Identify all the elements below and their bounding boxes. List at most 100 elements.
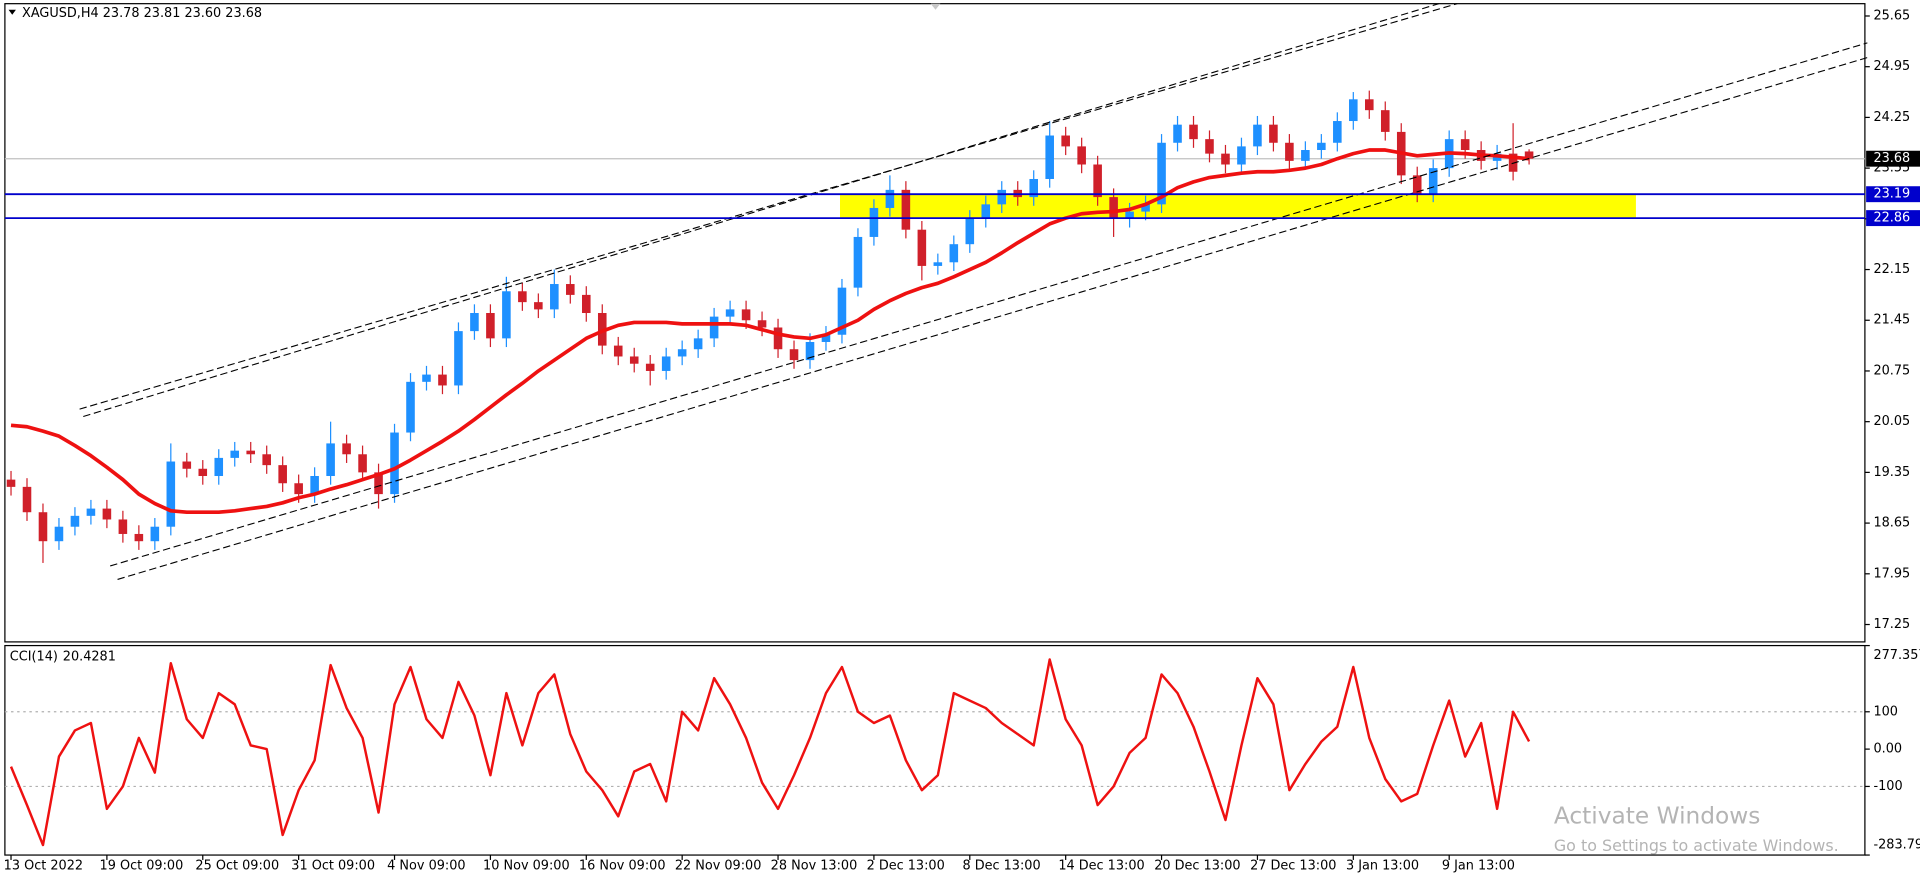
candle-body	[965, 218, 975, 245]
candle-body	[86, 508, 96, 516]
x-tick-label: 28 Nov 13:00	[771, 859, 858, 874]
candle-body	[1109, 197, 1118, 219]
channel-line	[79, 3, 1458, 410]
y-tick-label: 24.25	[1873, 110, 1910, 125]
candle-body	[1093, 164, 1102, 198]
channel-line	[83, 3, 1439, 418]
candle-body	[1173, 124, 1182, 143]
level-label: 22.86	[1873, 211, 1910, 226]
candle-body	[70, 515, 80, 527]
candle-body	[326, 443, 335, 477]
x-tick-label: 3 Jan 13:00	[1346, 859, 1419, 874]
candle-body	[534, 302, 543, 310]
candle-body	[182, 461, 192, 469]
channel-line	[117, 57, 1868, 580]
y-tick-label: 20.75	[1873, 363, 1910, 378]
candle-body	[821, 334, 831, 342]
candle-body	[1253, 124, 1262, 147]
y-tick-label: 17.95	[1873, 566, 1910, 581]
support-zone	[840, 194, 1636, 219]
candle-body	[1029, 178, 1038, 198]
candle-body	[1077, 146, 1086, 165]
candle-body	[582, 294, 591, 314]
candle-body	[102, 508, 112, 520]
cci-frame	[4, 644, 1866, 856]
candle-body	[693, 338, 703, 350]
candle-body	[709, 316, 719, 339]
candle-body	[1141, 204, 1150, 212]
candle-body	[150, 526, 160, 542]
candle-body	[262, 454, 271, 466]
x-tick-label: 20 Dec 13:00	[1154, 859, 1240, 874]
candle-body	[1269, 124, 1278, 143]
candle-body	[805, 341, 815, 361]
watermark-subtitle: Go to Settings to activate Windows.	[1554, 836, 1839, 855]
last-price-tag	[1866, 150, 1920, 167]
candle-body	[1157, 142, 1166, 205]
candle-body	[1285, 142, 1294, 161]
x-tick-label: 16 Nov 09:00	[579, 859, 666, 874]
candle-body	[502, 291, 511, 339]
candle-body	[278, 465, 287, 484]
top-layer: 23.68 23.19 22.86	[4, 150, 1920, 227]
candle-body	[294, 483, 303, 495]
y-tick-label: 21.45	[1873, 313, 1910, 328]
y-tick-label: -100	[1873, 779, 1902, 794]
candle-body	[1125, 211, 1134, 219]
y-tick-label: 20.05	[1873, 414, 1910, 429]
candle-body	[1045, 135, 1054, 179]
candle-body	[246, 450, 255, 455]
candle-body	[1412, 175, 1422, 194]
candle-body	[1061, 135, 1070, 147]
candle-body	[406, 381, 415, 433]
candle-body	[853, 236, 863, 288]
candle-body	[1317, 142, 1326, 151]
channel-line	[110, 42, 1868, 567]
candle-body	[1301, 150, 1310, 161]
x-tick-label: 22 Nov 09:00	[675, 859, 762, 874]
x-tick-label: 8 Dec 13:00	[962, 859, 1040, 874]
candle-body	[997, 189, 1007, 205]
candle-body	[741, 309, 751, 321]
y-tick-label: 22.15	[1873, 262, 1910, 277]
x-tick-label: 19 Oct 09:00	[100, 859, 184, 874]
candle-body	[725, 309, 735, 317]
indicator-header: CCI(14) 20.4281	[10, 649, 116, 664]
candle-body	[981, 204, 991, 219]
candle-body	[550, 284, 559, 310]
candle-body	[566, 284, 575, 295]
cci-line	[9, 658, 1531, 847]
candle-body	[789, 349, 799, 361]
y-tick-label: 18.65	[1873, 516, 1910, 531]
candle-body	[374, 472, 383, 495]
candle-body	[310, 476, 319, 495]
level-tag	[1866, 210, 1920, 227]
candle-body	[901, 189, 911, 230]
indicator-name: CCI(14)	[10, 649, 58, 664]
candle-body	[1221, 153, 1230, 165]
candle-body	[1428, 168, 1438, 194]
zone-layer	[840, 194, 1636, 219]
candle-body	[613, 345, 623, 357]
candle-body	[54, 526, 64, 542]
candle-body	[869, 207, 879, 237]
candle-body	[438, 374, 447, 386]
shift-marker	[930, 3, 941, 10]
header-arrow	[8, 9, 16, 15]
y-tick-label: 25.65	[1873, 8, 1910, 23]
y-tick-label: -283.796	[1873, 838, 1920, 853]
candle-body	[198, 468, 208, 477]
candle-body	[342, 443, 351, 455]
candle-body	[1333, 121, 1342, 143]
x-tick-label: 4 Nov 09:00	[387, 859, 465, 874]
candle-body	[837, 287, 847, 335]
y-tick-label: 0.00	[1873, 742, 1902, 757]
candle-body	[677, 349, 687, 357]
y-tick-label: 19.35	[1873, 465, 1910, 480]
candle-body	[757, 320, 767, 328]
candle-body	[1237, 146, 1246, 165]
candle-body	[230, 450, 240, 458]
candle-body	[470, 313, 479, 332]
moving-average	[10, 148, 1530, 515]
